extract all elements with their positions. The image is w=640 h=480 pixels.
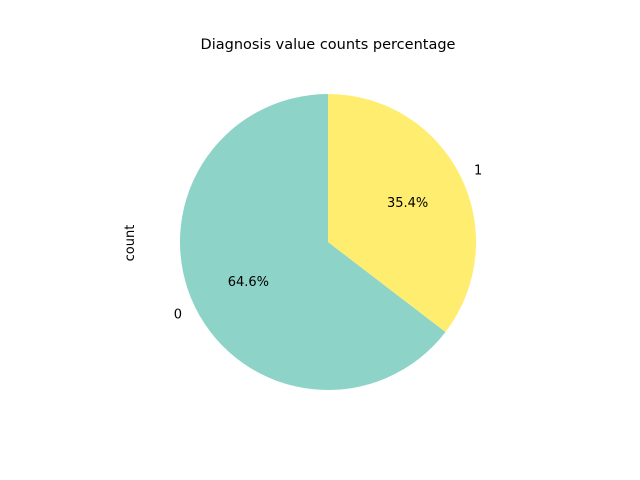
pie-slice-1 [328, 94, 476, 332]
pie-slice-0 [180, 94, 446, 390]
category-label-1: 1 [474, 163, 482, 178]
pie-slices [180, 94, 476, 390]
category-label-0: 0 [174, 308, 182, 323]
percent-label-1: 35.4% [387, 196, 428, 211]
y-axis-label: count [123, 225, 138, 262]
pie-labels: 0 64.6% 1 35.4% [174, 163, 483, 322]
percent-label-0: 64.6% [228, 275, 269, 290]
chart-title: Diagnosis value counts percentage [201, 37, 456, 53]
